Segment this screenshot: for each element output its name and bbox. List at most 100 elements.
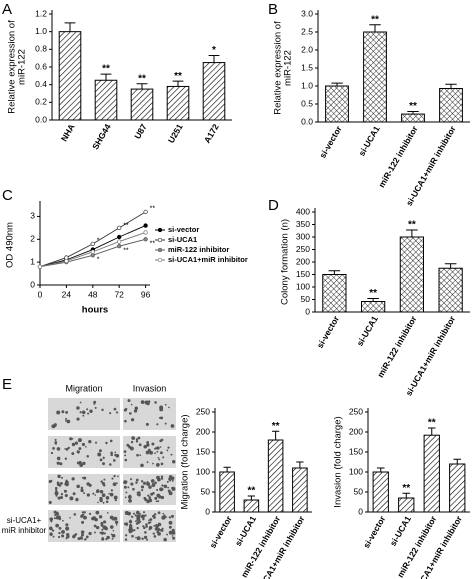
cell	[94, 531, 96, 534]
bar	[361, 301, 386, 313]
cell	[126, 443, 130, 447]
error-bar	[453, 458, 462, 464]
cell	[124, 496, 127, 499]
cell	[72, 492, 76, 496]
cell	[132, 487, 135, 491]
cell	[76, 461, 80, 465]
line	[39, 211, 146, 268]
cell	[79, 401, 82, 404]
point	[143, 237, 148, 242]
significance: **	[174, 71, 182, 82]
cell	[113, 407, 117, 411]
cell	[163, 484, 168, 489]
x-tick-label: si-UCA1	[233, 514, 258, 548]
cell	[171, 530, 176, 535]
cell	[69, 516, 71, 519]
cell	[106, 535, 110, 540]
cell	[78, 447, 82, 451]
cell	[137, 491, 141, 495]
cell	[172, 460, 176, 464]
cell	[114, 499, 117, 502]
cell	[115, 411, 119, 414]
cell	[155, 500, 158, 503]
cell	[116, 482, 118, 485]
cell	[76, 417, 80, 421]
cell	[148, 496, 152, 499]
point	[90, 253, 95, 258]
cell	[171, 535, 174, 537]
cell	[109, 439, 113, 443]
cell	[144, 531, 147, 534]
column-header: Invasion	[133, 383, 167, 393]
cell	[93, 402, 96, 405]
cell	[157, 511, 161, 515]
cell	[101, 408, 104, 412]
cell	[154, 401, 157, 404]
bar	[292, 467, 308, 513]
cell	[51, 528, 54, 531]
cell	[160, 495, 165, 500]
cell	[54, 491, 59, 496]
cell	[60, 496, 64, 499]
cell	[65, 523, 69, 527]
cell	[80, 537, 84, 540]
cell	[66, 419, 71, 424]
cell	[161, 484, 164, 487]
cell	[53, 517, 56, 520]
significance: **	[409, 101, 417, 112]
cell	[157, 500, 160, 503]
cell	[171, 528, 175, 532]
cell	[82, 414, 85, 417]
cell	[101, 493, 106, 498]
legend-label: si-UCA1+miR inhibitor	[168, 255, 248, 264]
y-tick-label: 400	[296, 206, 310, 216]
cell	[164, 422, 167, 425]
point	[37, 264, 43, 269]
cell	[159, 407, 164, 412]
cell	[149, 518, 153, 521]
cell	[162, 456, 165, 459]
cell	[170, 453, 173, 456]
point	[117, 225, 122, 231]
legend-label: si-UCA1	[168, 235, 197, 244]
cell	[158, 458, 161, 461]
significance: **	[123, 222, 129, 229]
cell	[133, 512, 136, 515]
cell	[109, 525, 114, 529]
cell	[138, 443, 142, 447]
bar	[322, 274, 347, 313]
y-tick-label: 350	[296, 219, 310, 229]
cell	[123, 522, 127, 525]
cell	[49, 532, 53, 536]
error-bar	[100, 73, 112, 81]
cell	[99, 498, 103, 503]
cell	[67, 446, 70, 450]
cell	[136, 491, 139, 494]
error-bar	[271, 430, 280, 440]
cell	[58, 531, 61, 535]
cell	[95, 491, 98, 493]
cell	[130, 418, 135, 422]
point	[143, 223, 148, 228]
cell	[71, 437, 74, 440]
y-tick-label: 1.0	[301, 80, 313, 90]
cell	[88, 531, 92, 536]
cell	[130, 478, 133, 481]
cell	[136, 510, 140, 515]
cell	[98, 449, 102, 453]
cell	[63, 489, 67, 493]
cell	[50, 520, 53, 523]
cell	[156, 463, 160, 467]
cell	[93, 524, 97, 528]
cell	[83, 492, 86, 495]
x-tick-label: si-vector	[361, 514, 388, 550]
x-tick-label: NHA	[59, 122, 77, 143]
cell	[101, 528, 104, 531]
cell	[146, 481, 149, 484]
x-tick-label: si-vector	[315, 314, 342, 350]
cell	[166, 480, 169, 483]
cell	[57, 474, 61, 479]
cell	[166, 533, 169, 536]
column-header: Migration	[65, 383, 102, 393]
y-tick-label: 0.5	[301, 98, 313, 108]
